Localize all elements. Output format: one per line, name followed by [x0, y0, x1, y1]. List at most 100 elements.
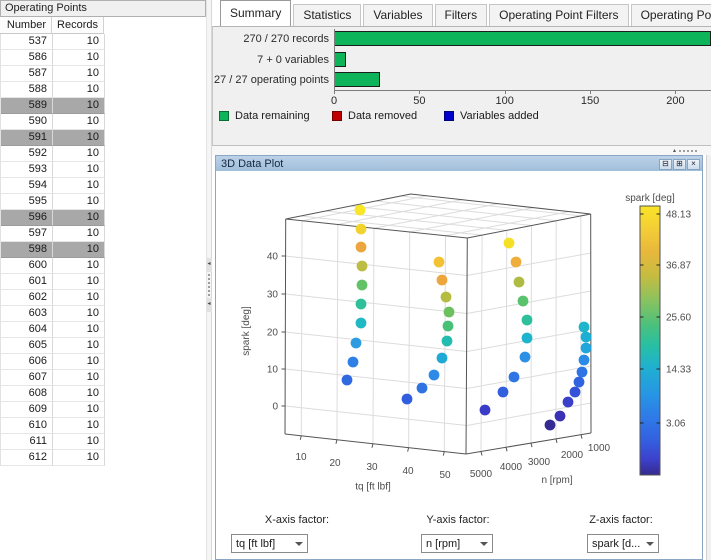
- splitter-grip[interactable]: [208, 274, 210, 296]
- table-row[interactable]: 587 10: [1, 66, 106, 82]
- tab-filters[interactable]: Filters: [434, 4, 488, 26]
- scatter-point[interactable]: [436, 352, 448, 364]
- scatter-point[interactable]: [436, 274, 448, 286]
- table-row[interactable]: 591 10: [1, 130, 106, 146]
- table-row[interactable]: 595 10: [1, 194, 106, 210]
- table-row[interactable]: 602 10: [1, 290, 106, 306]
- scatter-point[interactable]: [578, 354, 590, 366]
- table-row[interactable]: 588 10: [1, 82, 106, 98]
- scatter-point[interactable]: [510, 256, 522, 268]
- tab-variables[interactable]: Variables: [363, 4, 433, 26]
- table-row[interactable]: 597 10: [1, 226, 106, 242]
- collapse-up-icon[interactable]: ▴: [672, 148, 676, 154]
- table-cell: 10: [53, 434, 105, 450]
- scatter-point[interactable]: [341, 374, 353, 386]
- scatter-point[interactable]: [354, 204, 366, 216]
- table-cell: 592: [1, 146, 53, 162]
- horizontal-splitter[interactable]: ▴: [212, 146, 711, 155]
- table-row[interactable]: 608 10: [1, 386, 106, 402]
- scatter-point[interactable]: [355, 317, 367, 329]
- table-row[interactable]: 604 10: [1, 322, 106, 338]
- table-cell: 610: [1, 418, 53, 434]
- collapse-left-icon[interactable]: ◂: [206, 298, 212, 312]
- scatter-point[interactable]: [443, 306, 455, 318]
- table-row[interactable]: 592 10: [1, 146, 106, 162]
- table-row[interactable]: 594 10: [1, 178, 106, 194]
- scatter-point[interactable]: [442, 320, 454, 332]
- scatter-point[interactable]: [355, 298, 367, 310]
- undock-button[interactable]: ⊞: [673, 159, 686, 170]
- scatter-point[interactable]: [576, 366, 588, 378]
- y-axis-factor-select[interactable]: n [rpm]: [421, 534, 493, 553]
- scatter-point[interactable]: [497, 386, 509, 398]
- tab-operating-point-filters[interactable]: Operating Point Filters: [489, 4, 629, 26]
- operating-points-panel: Operating Points Number Records 537 10 586 1…: [0, 0, 206, 560]
- scatter-point[interactable]: [433, 256, 445, 268]
- scatter-point[interactable]: [513, 276, 525, 288]
- scatter-point[interactable]: [441, 335, 453, 347]
- scatter-point[interactable]: [503, 237, 515, 249]
- scatter-point[interactable]: [508, 371, 520, 383]
- table-cell: 596: [1, 210, 53, 226]
- column-header[interactable]: Number: [0, 17, 52, 34]
- scatter-point[interactable]: [355, 241, 367, 253]
- scatter-point[interactable]: [356, 260, 368, 272]
- scatter-point[interactable]: [580, 331, 592, 343]
- scatter-point[interactable]: [416, 382, 428, 394]
- table-row[interactable]: 606 10: [1, 354, 106, 370]
- scatter-point[interactable]: [554, 410, 566, 422]
- plot-window-title: 3D Data Plot: [221, 157, 284, 170]
- table-row[interactable]: 586 10: [1, 50, 106, 66]
- tab-summary[interactable]: Summary: [220, 0, 292, 26]
- scatter-point[interactable]: [517, 295, 529, 307]
- plot-window-titlebar[interactable]: 3D Data Plot ⊟ ⊞ ×: [216, 156, 702, 171]
- table-row[interactable]: 603 10: [1, 306, 106, 322]
- close-button[interactable]: ×: [687, 159, 700, 170]
- tab-operating-point-notes[interactable]: Operating Point Notes: [630, 4, 711, 26]
- table-row[interactable]: 600 10: [1, 258, 106, 274]
- table-row[interactable]: 598 10: [1, 242, 106, 258]
- collapse-left-icon[interactable]: ◂: [206, 258, 212, 272]
- table-row[interactable]: 610 10: [1, 418, 106, 434]
- scatter-point[interactable]: [562, 396, 574, 408]
- scatter-point[interactable]: [519, 351, 531, 363]
- scatter-point[interactable]: [521, 332, 533, 344]
- x-axis-factor-select[interactable]: tq [ft lbf]: [231, 534, 308, 553]
- scatter-point[interactable]: [521, 314, 533, 326]
- table-row[interactable]: 611 10: [1, 434, 106, 450]
- scatter-point[interactable]: [350, 337, 362, 349]
- scatter-point[interactable]: [401, 393, 413, 405]
- table-row[interactable]: 537 10: [1, 34, 106, 50]
- dock-button[interactable]: ⊟: [659, 159, 672, 170]
- axis-tick-label: 200: [666, 95, 685, 107]
- scatter-point[interactable]: [578, 321, 590, 333]
- splitter-grip[interactable]: [679, 150, 697, 152]
- scatter-point[interactable]: [573, 376, 585, 388]
- legend-label: Data removed: [348, 110, 418, 122]
- vertical-splitter[interactable]: ◂ ◂: [206, 0, 212, 560]
- axis-tick: [419, 91, 421, 94]
- table-row[interactable]: 612 10: [1, 450, 106, 466]
- 3d-scatter-plot[interactable]: 0 10 20 30 40 10 20 30 40 50 5000 4000 3000 2000 1000 t…: [216, 171, 702, 511]
- table-row[interactable]: 601 10: [1, 274, 106, 290]
- table-row[interactable]: 609 10: [1, 402, 106, 418]
- table-cell: 595: [1, 194, 53, 210]
- scatter-point[interactable]: [580, 342, 592, 354]
- column-header[interactable]: Records: [52, 17, 104, 34]
- scatter-point[interactable]: [347, 356, 359, 368]
- table-row[interactable]: 593 10: [1, 162, 106, 178]
- table-row[interactable]: 605 10: [1, 338, 106, 354]
- scatter-point[interactable]: [569, 386, 581, 398]
- z-axis-factor-select[interactable]: spark [d...: [587, 534, 659, 553]
- scatter-point[interactable]: [544, 419, 556, 431]
- scatter-point[interactable]: [355, 223, 367, 235]
- scatter-point[interactable]: [428, 369, 440, 381]
- scatter-point[interactable]: [440, 291, 452, 303]
- table-row[interactable]: 596 10: [1, 210, 106, 226]
- scatter-point[interactable]: [356, 279, 368, 291]
- tab-statistics[interactable]: Statistics: [293, 4, 362, 26]
- table-row[interactable]: 607 10: [1, 370, 106, 386]
- table-row[interactable]: 590 10: [1, 114, 106, 130]
- table-row[interactable]: 589 10: [1, 98, 106, 114]
- scatter-point[interactable]: [479, 404, 491, 416]
